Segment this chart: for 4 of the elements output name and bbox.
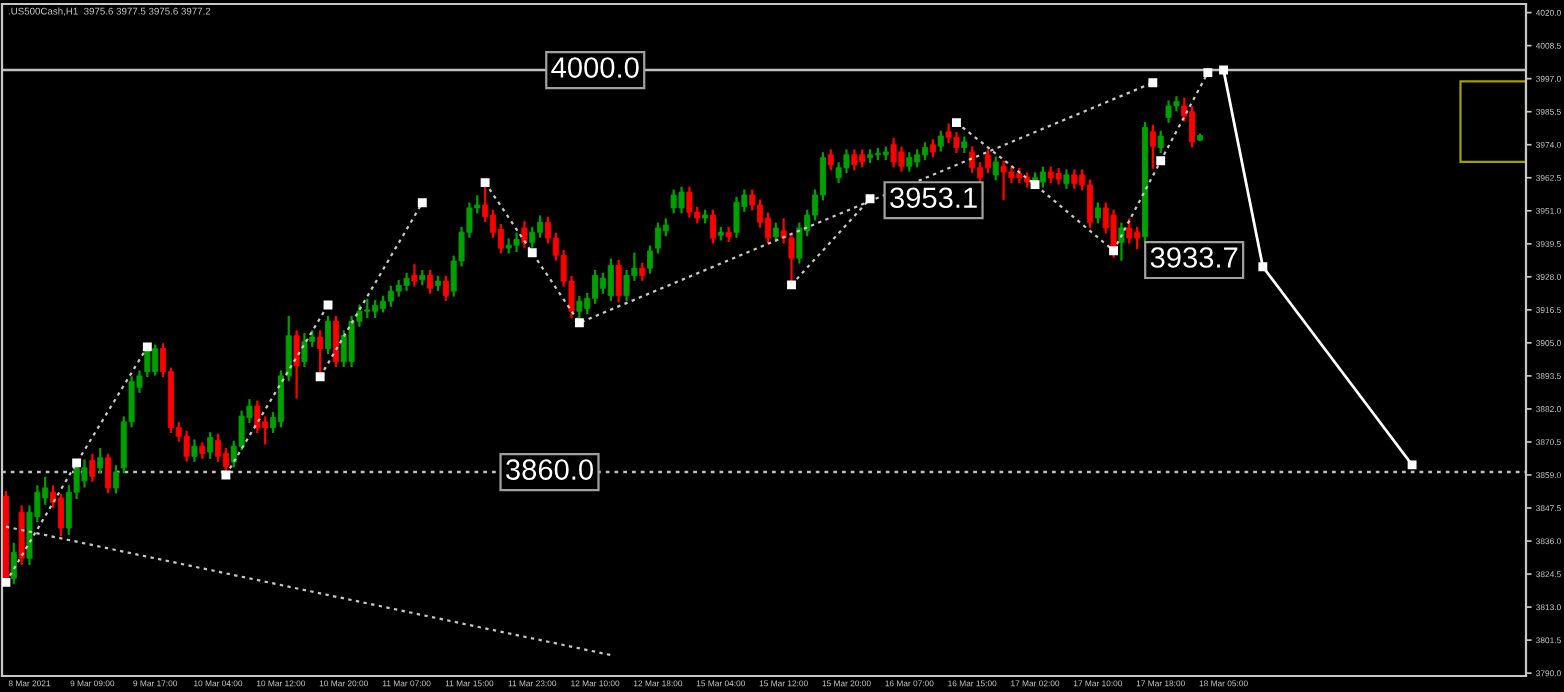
annotation: 3933.7 [1150, 247, 1238, 268]
ref-line-label: 4000.0 [551, 57, 639, 78]
annotation: 3953.1 [890, 187, 977, 209]
ref-line-label: 3860.0 [506, 459, 593, 480]
